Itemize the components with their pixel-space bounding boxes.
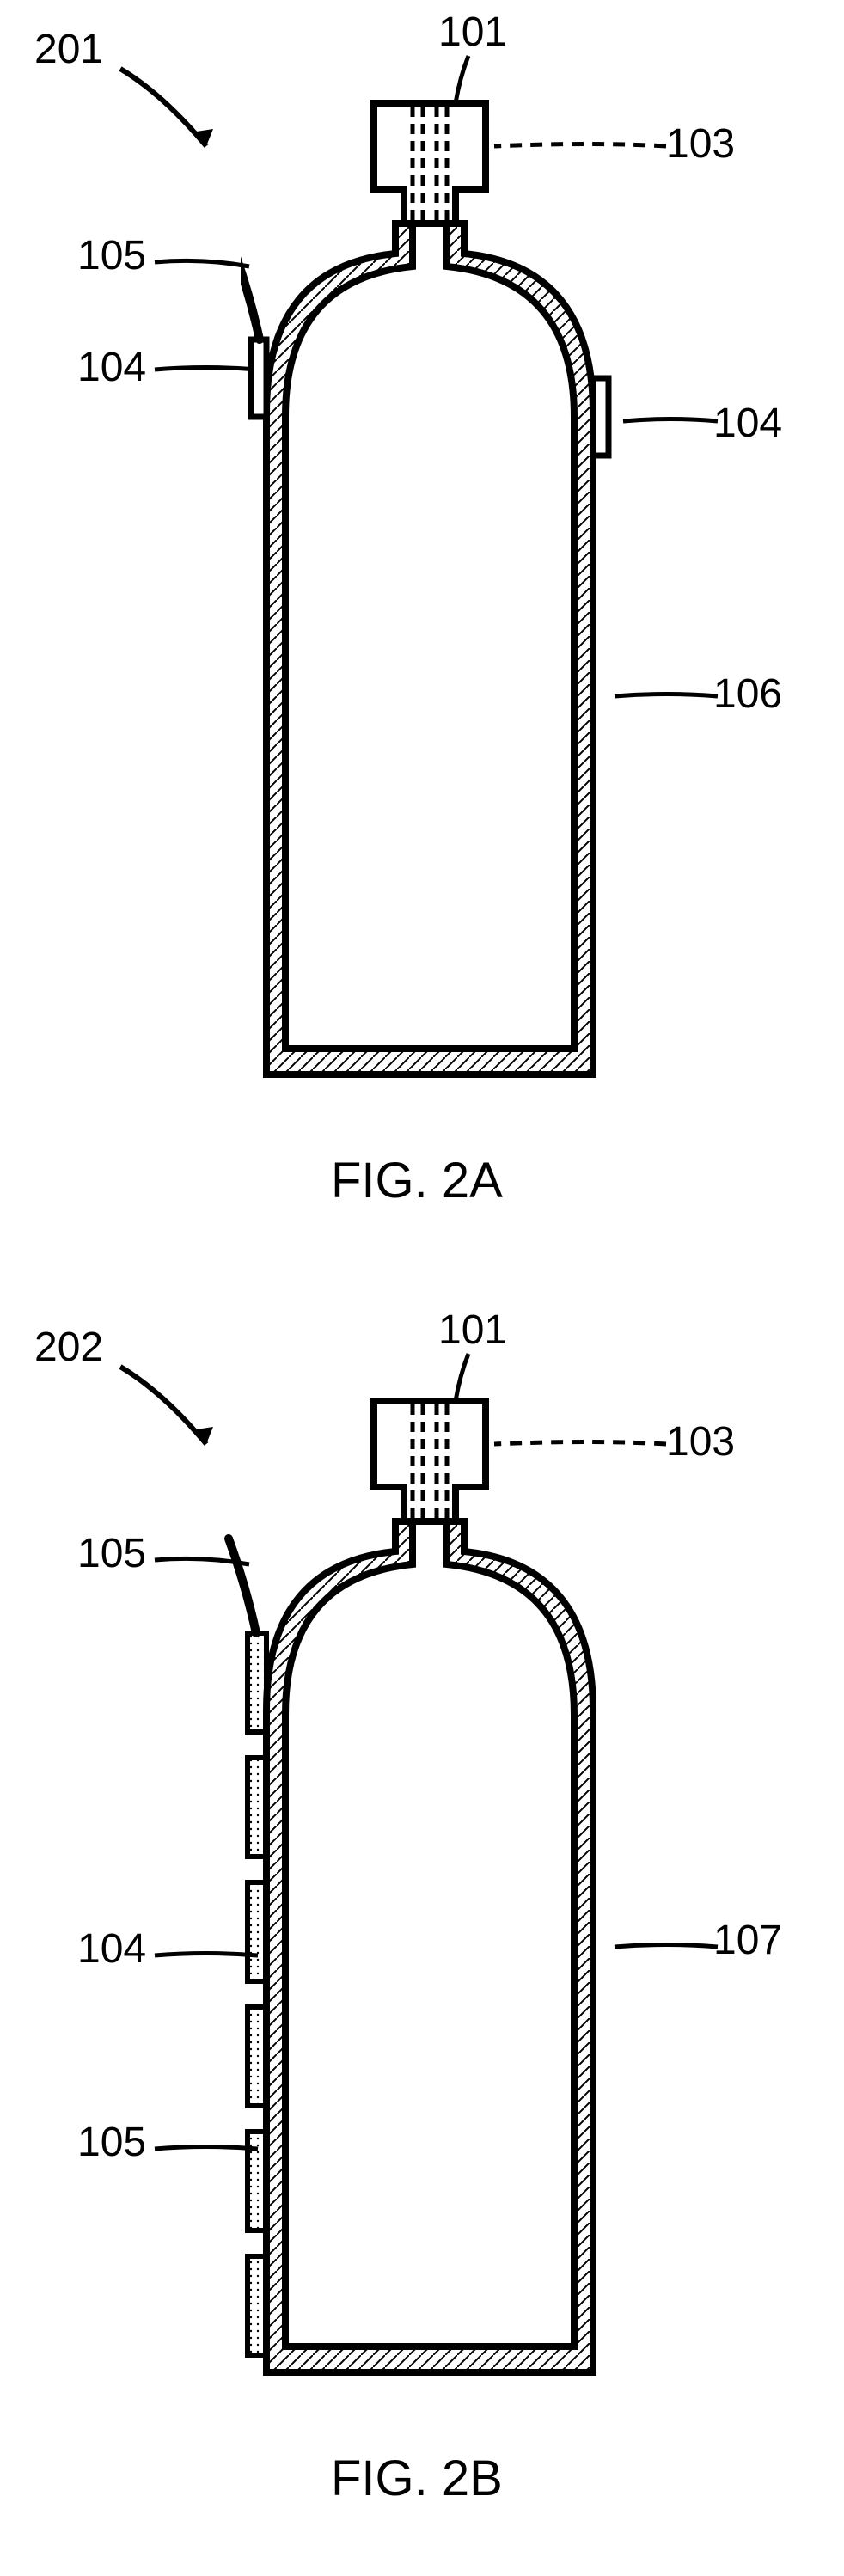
ref-antenna-bottom-b: 105 <box>77 2119 146 2166</box>
ref-assembly: 201 <box>34 26 103 73</box>
caption-2a: FIG. 2A <box>331 1152 503 1209</box>
ref-antenna: 105 <box>77 232 146 279</box>
ref-cap-b: 101 <box>438 1306 507 1354</box>
ref-electrode-b: 104 <box>77 1925 146 1973</box>
ref-cap: 101 <box>438 9 507 56</box>
ref-electrode-left: 104 <box>77 344 146 391</box>
ref-electrode-right: 104 <box>713 400 782 447</box>
arrow-assembly-b <box>112 1358 232 1478</box>
ref-antenna-top-b: 105 <box>77 1530 146 1577</box>
ref-body-b: 107 <box>713 1917 782 1964</box>
arrow-assembly <box>112 60 232 181</box>
caption-2b: FIG. 2B <box>331 2450 503 2507</box>
ref-channel: 103 <box>666 120 735 168</box>
drawing-2b <box>241 1392 645 2424</box>
drawing-2a <box>241 95 645 1126</box>
page-container: 201 101 103 105 104 104 106 <box>0 0 844 2576</box>
ref-channel-b: 103 <box>666 1418 735 1465</box>
leader-antenna <box>150 254 254 288</box>
figure-2a: 201 101 103 105 104 104 106 <box>0 0 844 1272</box>
ref-body: 106 <box>713 670 782 718</box>
figure-2b: 202 101 103 105 104 105 107 <box>0 1298 844 2570</box>
ref-assembly-b: 202 <box>34 1324 103 1371</box>
